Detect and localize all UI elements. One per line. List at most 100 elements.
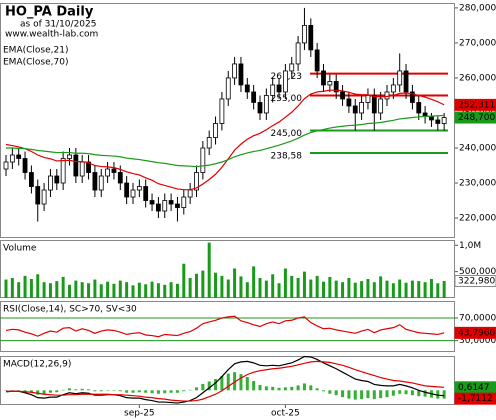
series-line xyxy=(6,114,445,168)
bar xyxy=(87,389,91,391)
bar xyxy=(188,277,192,298)
bar xyxy=(436,390,440,399)
value-label: 43,7960 xyxy=(458,328,495,338)
legend-entry: EMA(Close,21) xyxy=(3,46,68,56)
bar xyxy=(271,274,275,298)
bar xyxy=(74,389,78,391)
bar xyxy=(17,390,21,391)
bar xyxy=(258,384,262,391)
bar xyxy=(195,273,198,298)
y-tick-label: 280,000 xyxy=(459,3,496,13)
candle-body xyxy=(79,161,85,177)
candle-body xyxy=(397,70,403,86)
bar xyxy=(277,387,281,391)
candle-body xyxy=(194,172,199,191)
bar xyxy=(118,390,122,392)
level-label: 245,00 xyxy=(271,129,303,139)
candle-body xyxy=(238,63,244,86)
candle-body xyxy=(333,81,339,93)
bar xyxy=(283,387,287,391)
bar xyxy=(328,390,332,394)
bar xyxy=(68,388,71,391)
bar xyxy=(131,390,135,393)
candle-body xyxy=(251,91,257,103)
bar xyxy=(322,281,325,298)
bar xyxy=(347,277,351,298)
bar xyxy=(360,281,364,298)
bar xyxy=(182,390,186,392)
bar xyxy=(93,390,97,392)
candle-body xyxy=(314,49,320,72)
candle-body xyxy=(143,186,149,201)
candle-body xyxy=(416,102,422,114)
candle-body xyxy=(206,137,212,149)
bar xyxy=(207,242,211,298)
bar xyxy=(36,390,40,395)
candle-body xyxy=(359,102,365,114)
candle-body xyxy=(41,189,47,205)
bar xyxy=(226,373,230,391)
bar xyxy=(226,279,230,298)
series-line xyxy=(6,360,445,402)
bar xyxy=(42,390,46,395)
bar xyxy=(423,282,427,298)
bar xyxy=(175,283,179,298)
value-label: 322,980 xyxy=(458,276,495,286)
bar xyxy=(277,283,281,298)
y-tick-label: 1,0M xyxy=(459,241,481,251)
candle-body xyxy=(9,154,15,163)
bar xyxy=(93,279,97,298)
bar xyxy=(353,390,357,400)
bar xyxy=(233,372,237,391)
panel-frame xyxy=(0,356,455,405)
bar xyxy=(23,390,27,392)
candle-body xyxy=(371,95,377,114)
candle-body xyxy=(429,116,434,121)
panel-frame xyxy=(0,301,455,352)
candle-body xyxy=(302,25,307,44)
bar xyxy=(366,279,370,298)
bar xyxy=(423,390,427,397)
candle-body xyxy=(346,98,352,107)
candle-body xyxy=(276,84,282,93)
candle-body xyxy=(365,95,371,103)
bar xyxy=(410,280,414,298)
candle-body xyxy=(340,91,345,100)
candle-body xyxy=(130,189,136,198)
bar xyxy=(404,282,408,298)
candle-body xyxy=(35,186,41,205)
bar xyxy=(131,285,135,298)
bar xyxy=(245,377,249,391)
bar xyxy=(207,381,211,391)
candle-body xyxy=(181,196,187,208)
y-tick-label: 220,000 xyxy=(459,214,496,224)
value-box xyxy=(454,392,496,405)
bar xyxy=(404,390,408,395)
candle-body xyxy=(263,95,269,114)
candle-body xyxy=(282,70,288,93)
bar xyxy=(315,388,319,391)
bar xyxy=(144,390,148,393)
bar xyxy=(239,374,243,391)
candle-body xyxy=(384,91,390,100)
bar xyxy=(195,387,198,391)
y-tick-label: 270,000 xyxy=(459,38,496,48)
candle-body xyxy=(92,172,98,191)
candle-body xyxy=(98,175,104,191)
bar xyxy=(436,283,440,298)
value-label: 0,6147 xyxy=(458,383,490,393)
bar xyxy=(201,270,205,298)
candle-body xyxy=(378,98,384,114)
bar xyxy=(334,390,338,396)
candle-body xyxy=(162,200,168,212)
candle-body xyxy=(213,123,218,138)
candle-body xyxy=(441,117,447,124)
bar xyxy=(252,380,256,391)
bar xyxy=(341,390,345,398)
bar xyxy=(99,284,103,298)
bar xyxy=(290,386,294,391)
bar xyxy=(220,376,224,391)
bar xyxy=(106,390,110,391)
bar xyxy=(315,275,319,298)
candle-body xyxy=(409,91,415,103)
